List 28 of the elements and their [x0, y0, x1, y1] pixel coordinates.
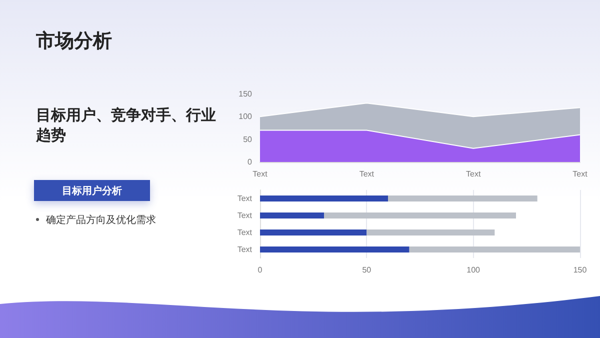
- bar: [260, 230, 367, 236]
- text: 确定产品方向及优化需求: [46, 214, 156, 227]
- x-tick-label: 0: [258, 266, 263, 274]
- y-tick-label: Text: [237, 211, 253, 220]
- bar: [324, 212, 516, 218]
- y-tick-label: 150: [238, 90, 253, 98]
- y-tick-label: Text: [237, 194, 253, 203]
- x-tick-label: Text: [252, 170, 268, 178]
- x-tick-label: Text: [359, 170, 375, 178]
- y-tick-label: Text: [237, 228, 253, 237]
- bar: [366, 230, 495, 236]
- bar: [260, 196, 388, 202]
- bar: [409, 246, 580, 252]
- bar: [260, 212, 324, 218]
- text: 目标用户、竞争对手、行业趋势: [36, 105, 217, 145]
- bar: [260, 246, 410, 252]
- y-tick-label: 100: [238, 112, 253, 122]
- x-tick-label: Text: [572, 170, 588, 178]
- y-tick-label: 0: [248, 158, 253, 166]
- x-tick-label: 150: [573, 266, 588, 274]
- bar: [388, 196, 538, 202]
- y-tick-label: Text: [237, 245, 253, 254]
- x-tick-label: Text: [466, 170, 482, 178]
- text: 目标用户分析: [34, 180, 150, 201]
- text: 市场分析: [36, 29, 112, 54]
- x-tick-label: 100: [466, 266, 481, 274]
- y-tick-label: 50: [243, 134, 253, 144]
- x-tick-label: 50: [362, 266, 372, 274]
